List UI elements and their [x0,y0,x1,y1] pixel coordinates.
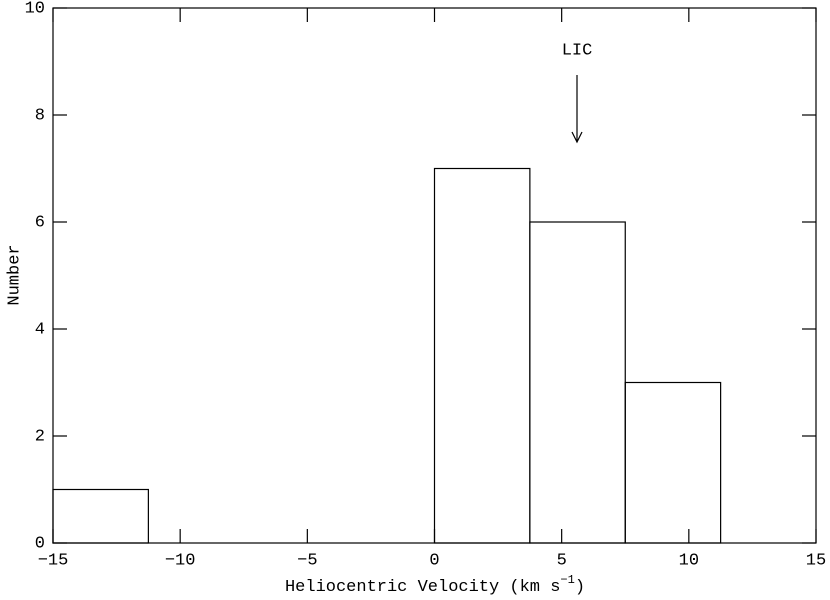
x-axis-label-exponent: −1 [560,573,574,587]
x-axis-label-main: Heliocentric Velocity (km s [285,578,560,597]
x-tick-label: −5 [297,551,317,570]
annotation: LIC [562,41,593,60]
x-tick-label: 15 [806,551,826,570]
bar [529,221,626,544]
bar [433,167,531,544]
x-tick-label: −15 [38,551,69,570]
bar [52,488,149,544]
x-tick-label: 10 [679,551,699,570]
y-tick-label: 8 [35,106,45,125]
x-axis-label: Heliocentric Velocity (km s−1) [285,573,585,597]
y-tick-label: 4 [35,320,45,339]
annotation-arrowhead [571,131,583,144]
y-tick-label: 0 [35,534,45,553]
y-tick-label: 6 [35,213,45,232]
y-tick-label: 10 [25,0,45,18]
x-tick-label: 0 [429,551,439,570]
y-axis-label: Number [5,244,24,305]
x-tick-label: 5 [557,551,567,570]
x-tick-label: −10 [165,551,196,570]
x-axis-label-end: ) [575,578,585,597]
y-tick-label: 2 [35,427,45,446]
bar [624,381,722,544]
